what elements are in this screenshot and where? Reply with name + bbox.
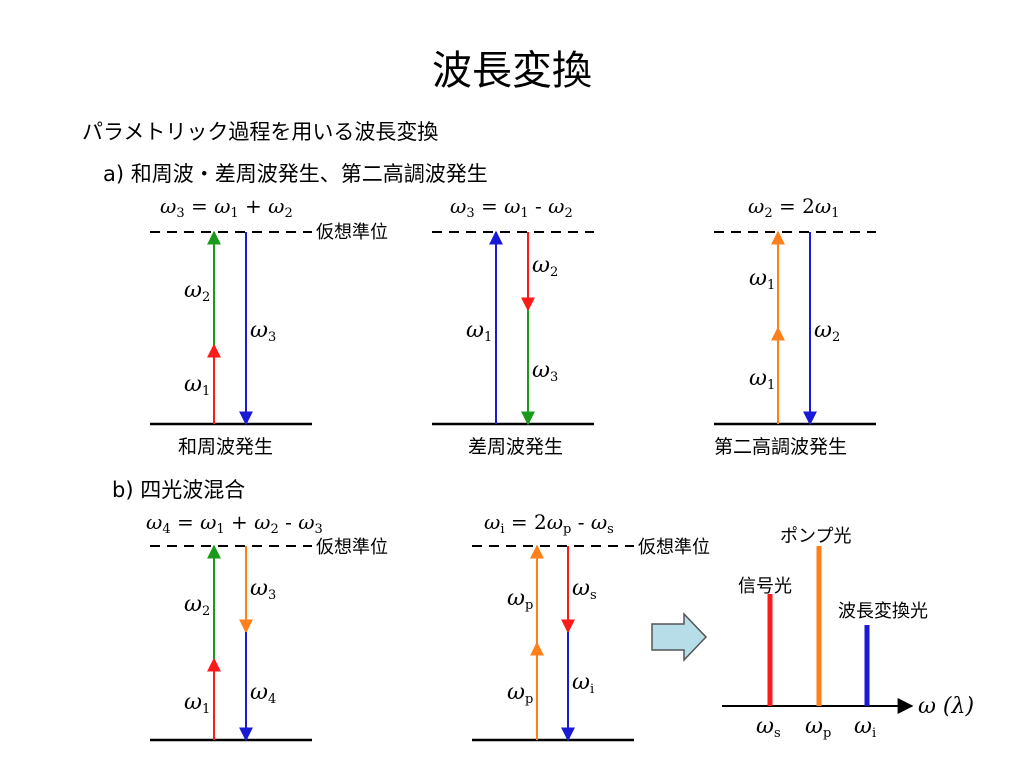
virtual-level-label: 仮想準位 bbox=[316, 537, 388, 558]
tick-label-wp: ωp bbox=[805, 714, 832, 741]
sfg-label-w1: ω1 bbox=[184, 372, 211, 399]
shg-equation: ω2 = 2ω1 bbox=[748, 194, 840, 221]
fwm-pump-label-wp-lower: ωp bbox=[507, 680, 534, 707]
sfg-equation: ω3 = ω1 + ω2 bbox=[160, 194, 293, 221]
section-a-heading: a) 和周波・差周波発生、第二高調波発生 bbox=[103, 162, 488, 186]
dfg-label-w2: ω2 bbox=[532, 253, 559, 280]
fwm-pump-label-ws: ωs bbox=[572, 576, 597, 603]
dfg-label-w1: ω1 bbox=[466, 318, 493, 345]
dfg-diagram bbox=[432, 230, 594, 426]
virtual-level-label: 仮想準位 bbox=[638, 537, 710, 558]
fwm-label-w4: ω4 bbox=[250, 680, 277, 707]
fwm-pump-diagram bbox=[472, 544, 634, 742]
fwm-diagram bbox=[150, 544, 312, 742]
shg-label-w1-upper: ω1 bbox=[749, 266, 776, 293]
tick-label-wi: ωi bbox=[854, 714, 877, 741]
fwm-label-w1: ω1 bbox=[184, 690, 211, 717]
dfg-label-w3: ω3 bbox=[532, 358, 559, 385]
section-b-heading: b) 四光波混合 bbox=[112, 478, 246, 502]
spectrum-plot bbox=[722, 546, 914, 714]
spectrum-axis-label: ω (λ) bbox=[918, 694, 975, 719]
fwm-equation: ω4 = ω1 + ω2 - ω3 bbox=[146, 510, 323, 537]
shg-caption: 第二高調波発生 bbox=[714, 436, 848, 458]
pump-light-label: ポンプ光 bbox=[780, 526, 852, 547]
shg-diagram bbox=[714, 230, 876, 426]
tick-label-ws: ωs bbox=[756, 714, 781, 741]
converted-light-label: 波長変換光 bbox=[838, 601, 928, 622]
right-block-arrow bbox=[651, 612, 708, 662]
fwm-pump-label-wi: ωi bbox=[572, 670, 595, 697]
fwm-label-w2: ω2 bbox=[184, 592, 211, 619]
dfg-caption: 差周波発生 bbox=[468, 436, 564, 458]
sfg-label-w3: ω3 bbox=[250, 318, 277, 345]
sfg-caption: 和周波発生 bbox=[178, 436, 274, 458]
signal-light-label: 信号光 bbox=[738, 576, 792, 597]
page-title: 波長変換 bbox=[432, 48, 592, 94]
fwm-label-w3: ω3 bbox=[250, 576, 277, 603]
virtual-level-label: 仮想準位 bbox=[316, 222, 388, 243]
shg-label-w2: ω2 bbox=[814, 318, 841, 345]
sfg-diagram bbox=[150, 230, 312, 426]
shg-label-w1-lower: ω1 bbox=[749, 366, 776, 393]
dfg-equation: ω3 = ω1 - ω2 bbox=[450, 194, 573, 221]
subtitle: パラメトリック過程を用いる波長変換 bbox=[82, 120, 439, 144]
sfg-label-w2: ω2 bbox=[184, 278, 211, 305]
fwm-pump-equation: ωi = 2ωp - ωs bbox=[484, 510, 614, 537]
fwm-pump-label-wp-upper: ωp bbox=[507, 586, 534, 613]
